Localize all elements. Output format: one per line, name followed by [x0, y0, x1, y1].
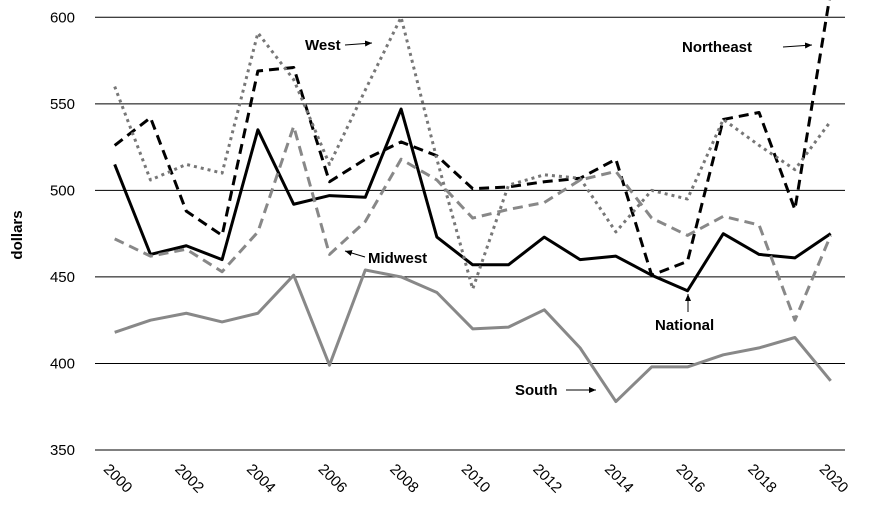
x-tick-label: 2002	[171, 461, 207, 497]
y-axis-label: dollars	[9, 210, 26, 259]
y-tick-label: 350	[50, 442, 75, 459]
x-tick-label: 2004	[243, 461, 279, 497]
y-tick-label: 600	[50, 9, 75, 26]
line-series	[113, 0, 831, 277]
x-tick-label: 2014	[601, 461, 637, 497]
series-label: West	[305, 37, 341, 54]
x-tick-label: 2012	[529, 461, 565, 497]
line-series	[114, 124, 833, 322]
arrow	[782, 42, 813, 49]
line-series	[114, 268, 832, 404]
x-tick-label: 2018	[744, 461, 780, 497]
x-tick-label: 2008	[386, 461, 422, 497]
y-tick-label: 550	[50, 96, 75, 113]
series-label: Northeast	[682, 39, 752, 56]
series-label: South	[515, 382, 558, 399]
line-series	[113, 107, 832, 293]
x-tick-label: 2000	[100, 461, 136, 497]
series-label: Midwest	[368, 250, 427, 267]
arrow	[344, 250, 366, 258]
y-tick-label: 400	[50, 355, 75, 372]
x-tick-label: 2020	[816, 461, 852, 497]
series-label: National	[655, 317, 714, 334]
y-tick-label: 450	[50, 269, 75, 286]
arrow	[344, 40, 373, 47]
x-tick-label: 2016	[673, 461, 709, 497]
x-tick-label: 2006	[315, 461, 351, 497]
line-series	[113, 15, 832, 291]
y-tick-label: 500	[50, 182, 75, 199]
x-tick-label: 2010	[458, 461, 494, 497]
